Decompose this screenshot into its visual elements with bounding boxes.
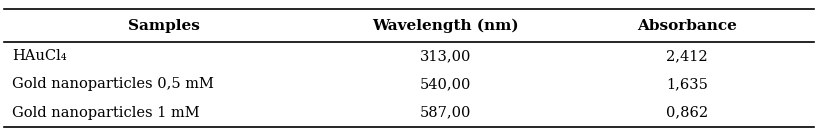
Text: 1,635: 1,635 xyxy=(666,77,708,91)
Text: Gold nanoparticles 0,5 mM: Gold nanoparticles 0,5 mM xyxy=(12,77,214,91)
Text: Gold nanoparticles 1 mM: Gold nanoparticles 1 mM xyxy=(12,106,200,120)
Text: Absorbance: Absorbance xyxy=(637,19,737,33)
Text: HAuCl₄: HAuCl₄ xyxy=(12,49,67,63)
Text: Samples: Samples xyxy=(128,19,200,33)
Text: 0,862: 0,862 xyxy=(666,106,708,120)
Text: 313,00: 313,00 xyxy=(420,49,471,63)
Text: Wavelength (nm): Wavelength (nm) xyxy=(372,18,519,33)
Text: 587,00: 587,00 xyxy=(420,106,471,120)
Text: 2,412: 2,412 xyxy=(667,49,708,63)
Text: 540,00: 540,00 xyxy=(420,77,471,91)
